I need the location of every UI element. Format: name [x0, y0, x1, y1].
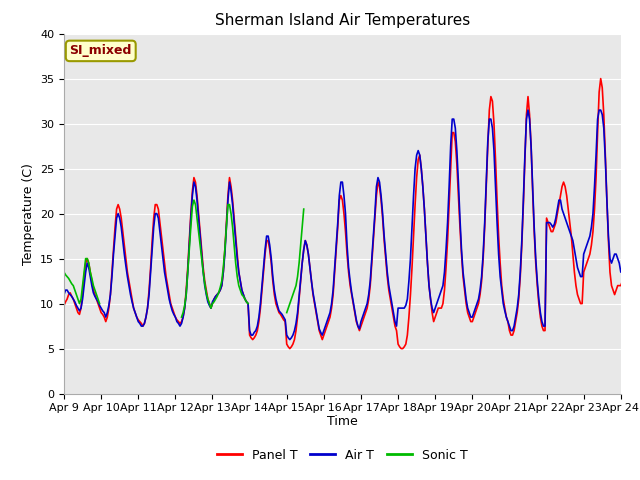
Sonic T	[83, 256, 91, 262]
Line: Air T: Air T	[64, 110, 640, 339]
Panel T	[442, 264, 450, 270]
Air T	[60, 292, 68, 298]
Line: Panel T: Panel T	[64, 79, 640, 348]
Air T	[520, 197, 527, 203]
Panel T	[436, 305, 444, 311]
Air T	[145, 292, 153, 298]
Line: Sonic T: Sonic T	[64, 200, 304, 317]
Y-axis label: Temperature (C): Temperature (C)	[22, 163, 35, 264]
X-axis label: Time: Time	[327, 415, 358, 428]
Panel T	[286, 346, 294, 351]
Sonic T	[223, 224, 230, 230]
Title: Sherman Island Air Temperatures: Sherman Island Air Temperatures	[215, 13, 470, 28]
Text: SI_mixed: SI_mixed	[70, 44, 132, 58]
Panel T	[145, 287, 153, 293]
Panel T	[60, 302, 68, 308]
Air T	[286, 336, 294, 342]
Air T	[83, 260, 91, 266]
Air T	[221, 251, 228, 257]
Panel T	[221, 247, 228, 252]
Sonic T	[60, 269, 68, 275]
Panel T	[83, 256, 91, 262]
Legend: Panel T, Air T, Sonic T: Panel T, Air T, Sonic T	[212, 444, 472, 467]
Air T	[436, 292, 444, 298]
Air T	[442, 247, 450, 252]
Panel T	[520, 202, 527, 207]
Panel T	[597, 76, 605, 82]
Air T	[524, 107, 532, 113]
